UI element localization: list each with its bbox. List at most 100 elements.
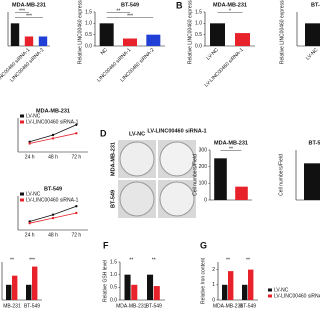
bar [32, 266, 38, 300]
annotation: *** [127, 13, 133, 19]
bar [222, 284, 228, 300]
annotation: ** [116, 8, 120, 14]
annotation: ** [10, 257, 14, 263]
point [51, 137, 55, 140]
y-tick-label: 0.5 [195, 32, 202, 38]
legend-label: LV-NC [26, 113, 41, 119]
bar [6, 284, 12, 300]
annotation: * [229, 8, 231, 14]
x-tick-label: 48 h [48, 232, 58, 238]
legend-swatch [268, 294, 272, 298]
legend-label: LV-NC [26, 191, 41, 197]
dish [119, 181, 155, 217]
image-grid: LV-NC LV-LINC00460 siRNA-1 MDA-MB-231 BT… [110, 128, 207, 218]
y-tick-label: 1.0 [110, 272, 117, 278]
annotation: *** [19, 8, 25, 14]
x-tick-label: BT-549 [24, 303, 40, 309]
bar [131, 284, 138, 300]
annotation: ** [246, 257, 250, 263]
point [51, 216, 55, 220]
point [75, 211, 78, 215]
annotation: ** [129, 257, 133, 263]
bar [147, 274, 154, 300]
panel-label: G [200, 240, 207, 250]
bar [305, 23, 320, 46]
y-tick-label: 0.0 [85, 43, 92, 49]
annotation: ** [229, 146, 233, 152]
chart-title: BT-5 [311, 2, 320, 8]
y-tick-label: 0.5 [85, 32, 92, 38]
x-tick-label: LV-NC [305, 47, 320, 62]
bar [210, 23, 225, 46]
y-tick-label: 0 [204, 197, 207, 203]
y-axis-label: Cell numbers/Field [192, 154, 198, 196]
chart-title: BT-549 [44, 186, 62, 192]
bar [228, 271, 234, 300]
bar [304, 163, 320, 200]
point [51, 133, 55, 137]
column-label: LV-LINC00460 siRNA-1 [147, 128, 206, 134]
y-axis-label: Relative GSH level [102, 260, 108, 302]
y-tick-label: 0.0 [110, 297, 117, 303]
point [75, 123, 78, 127]
x-tick-label: BT-549 [146, 303, 162, 309]
y-axis-label: Relative Iron content [200, 257, 206, 303]
point [75, 132, 78, 135]
bar [242, 284, 248, 300]
y-tick-label: 1.5 [85, 9, 92, 15]
legend-label: LV-LINC00460 siRNA-1 [274, 293, 320, 299]
annotation: ** [152, 257, 156, 263]
chart-title: BT-54 [309, 140, 320, 146]
panel-label: D [100, 128, 107, 138]
x-tick-label: 72 h [71, 154, 81, 160]
x-tick-label: NC [100, 47, 110, 57]
bar [123, 38, 137, 46]
dish [159, 141, 195, 177]
y-tick-label: 0.0 [195, 43, 202, 49]
annotation: *** [26, 13, 32, 19]
legend-label: LV-LINC00460 siRNA-1 [26, 197, 79, 203]
x-tick-label: 72 h [71, 232, 81, 238]
legend-swatch [20, 192, 24, 196]
y-tick-label: 1.5 [110, 259, 117, 265]
x-tick-label: 24 h [25, 154, 35, 160]
bar [12, 275, 18, 300]
bar [153, 286, 160, 300]
point [28, 142, 31, 145]
y-axis-label: Relative LINC00460 expression [279, 0, 285, 64]
y-tick-label: 1.0 [195, 21, 202, 27]
row-label: BT-549 [110, 190, 116, 208]
legend-swatch [20, 120, 24, 124]
point [28, 220, 31, 223]
legend-swatch [20, 114, 24, 118]
point [51, 213, 55, 216]
legend-swatch [20, 198, 24, 202]
y-tick-label: 1 [212, 282, 215, 288]
y-tick-label: 100 [199, 181, 208, 187]
bar [235, 33, 250, 46]
bar [10, 23, 20, 46]
y-tick-label: 1.5 [195, 9, 202, 15]
bar [24, 36, 34, 46]
panel-label: F [103, 240, 109, 250]
y-axis-label: Relative LINC00460 expression [77, 0, 83, 64]
chart-title: MDA-MB-231 [213, 2, 247, 8]
row-label: MDA-MB-231 [110, 142, 116, 176]
panel-label: B [176, 0, 183, 10]
chart-title: MDA-MB-231 [12, 2, 46, 8]
bar [26, 284, 32, 300]
y-axis-label: Cell numbers/Field [278, 154, 284, 196]
chart-title: BT-549 [121, 2, 139, 8]
y-tick-label: 300 [199, 147, 208, 153]
y-tick-label: 200 [199, 164, 208, 170]
bar [248, 269, 254, 300]
x-tick-label: 24 h [25, 232, 35, 238]
chart-title: MDA-MB-231 [214, 140, 248, 146]
y-axis-label: Relative LINC00460 expression [187, 0, 193, 64]
x-tick-label: MB-231 [3, 303, 21, 309]
legend-label: LV-LINC00460 siRNA-1 [26, 119, 79, 125]
y-tick-label: 0.5 [110, 285, 117, 291]
dish [159, 181, 195, 217]
